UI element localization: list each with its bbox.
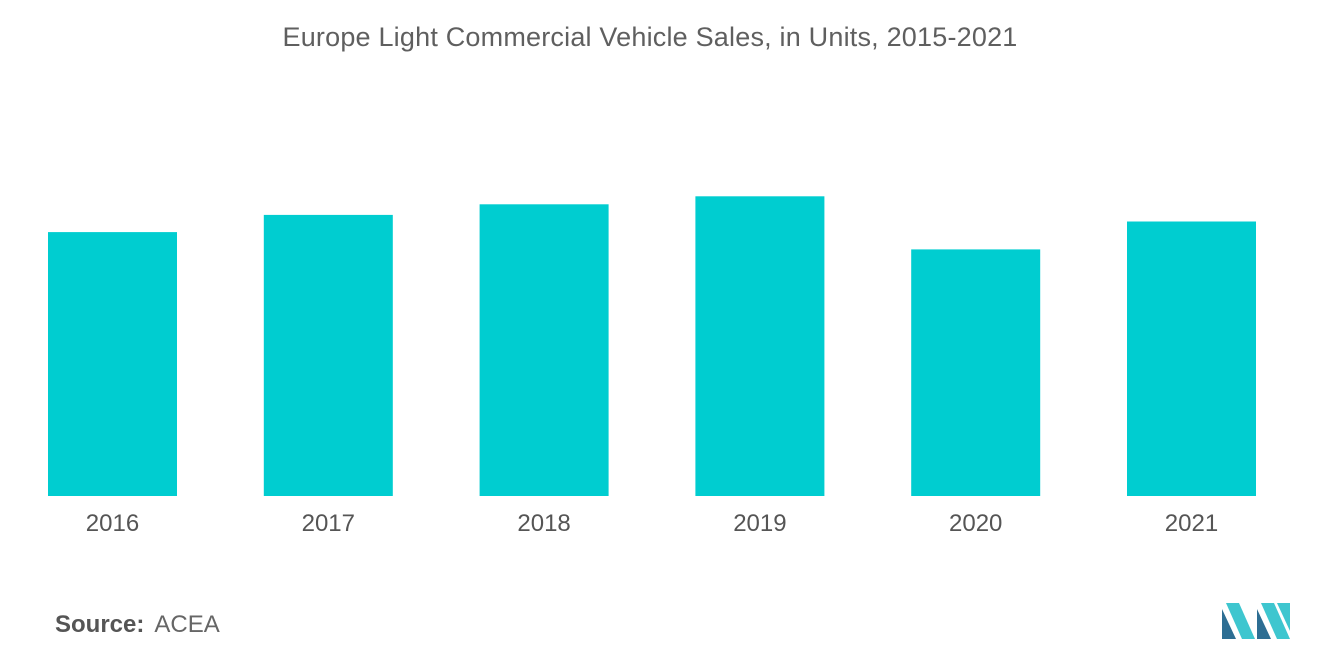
bar-2019 xyxy=(695,196,825,497)
x-tick-label-2021: 2021 xyxy=(1165,510,1218,537)
source-value: ACEA xyxy=(154,611,220,638)
source-note: Source: ACEA xyxy=(55,611,220,639)
x-tick-label-2018: 2018 xyxy=(517,510,570,537)
x-tick-label-2019: 2019 xyxy=(733,510,786,537)
bar-2017 xyxy=(263,214,393,496)
chart-title: Europe Light Commercial Vehicle Sales, i… xyxy=(282,22,1018,52)
mordor-logo-icon xyxy=(1222,603,1290,639)
source-label: Source: xyxy=(55,611,145,638)
x-tick-label-2016: 2016 xyxy=(86,510,139,537)
x-tick-label-2020: 2020 xyxy=(949,510,1002,537)
x-tick-label-2017: 2017 xyxy=(302,510,355,537)
bar-2018 xyxy=(479,204,609,497)
bar-2020 xyxy=(911,249,1041,496)
bar-2021 xyxy=(1127,221,1256,496)
bar-2016 xyxy=(48,232,177,496)
